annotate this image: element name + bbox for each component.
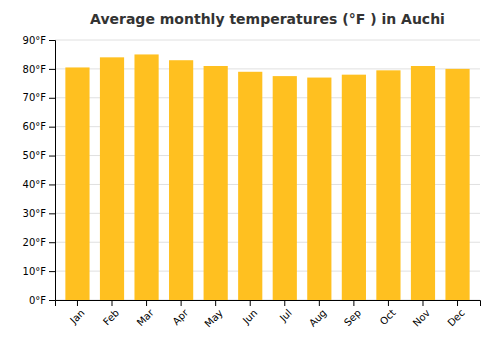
y-tick-label: 40°F xyxy=(23,179,47,190)
x-tick-mark xyxy=(284,300,285,306)
x-tick: Jun xyxy=(240,300,260,327)
x-tick: Sep xyxy=(342,300,363,328)
x-axis: Jan Feb Mar Apr May Jun Jul Aug Sep Oct Nov Dec xyxy=(56,300,481,329)
x-tick: Jul xyxy=(277,300,294,324)
y-tick: 60°F xyxy=(23,121,55,132)
bar xyxy=(100,57,124,300)
x-tick-mark xyxy=(181,300,182,306)
bar xyxy=(307,78,331,300)
x-tick-label: Jan xyxy=(67,307,86,326)
y-tick-mark xyxy=(49,213,55,214)
x-tick-label: Oct xyxy=(378,307,398,327)
x-tick: Jan xyxy=(67,300,86,326)
y-tick: 50°F xyxy=(23,150,55,161)
plot: Jan Feb Mar Apr May Jun Jul Aug Sep Oct Nov Dec 0°F 1… xyxy=(23,35,481,330)
bar xyxy=(411,66,435,300)
bar xyxy=(238,72,262,300)
y-tick: 0°F xyxy=(29,295,55,306)
y-tick-label: 60°F xyxy=(23,121,47,132)
x-tick-mark xyxy=(146,300,147,306)
y-tick-mark xyxy=(49,242,55,243)
grid-line xyxy=(55,40,480,41)
bar xyxy=(65,67,89,300)
bar xyxy=(134,54,158,300)
x-tick-mark xyxy=(215,300,216,306)
x-tick-label: Jun xyxy=(240,307,260,327)
y-tick-mark xyxy=(49,127,55,128)
x-tick: Apr xyxy=(170,300,191,327)
bar xyxy=(169,60,193,300)
y-tick: 20°F xyxy=(23,237,55,248)
x-tick-label: Nov xyxy=(411,307,433,329)
x-tick-label: May xyxy=(202,307,224,329)
chart: Jan Feb Mar Apr May Jun Jul Aug Sep Oct Nov Dec 0°F 1… xyxy=(0,0,500,350)
x-tick: Feb xyxy=(101,300,121,327)
x-tick-mark xyxy=(319,300,320,306)
y-tick-mark xyxy=(49,69,55,70)
bar xyxy=(204,66,228,300)
y-tick-label: 30°F xyxy=(23,208,47,219)
y-tick: 40°F xyxy=(23,179,55,190)
x-tick: Dec xyxy=(445,300,466,329)
x-tick-label: Sep xyxy=(342,307,363,328)
y-tick-mark xyxy=(49,156,55,157)
y-tick-mark xyxy=(49,271,55,272)
x-tick-mark xyxy=(112,300,113,306)
x-tick-label: Aug xyxy=(307,307,329,329)
y-tick-label: 80°F xyxy=(23,64,47,75)
y-axis: 0°F 10°F 20°F 30°F 40°F 50°F 60°F 70°F 80°F 90°F xyxy=(23,35,56,306)
y-tick: 30°F xyxy=(23,208,55,219)
x-axis-line xyxy=(56,301,481,307)
y-tick: 10°F xyxy=(23,266,55,277)
y-tick-label: 10°F xyxy=(23,266,47,277)
grid xyxy=(55,40,480,300)
x-tick: Oct xyxy=(378,300,398,327)
bar xyxy=(342,75,366,300)
y-tick-label: 90°F xyxy=(23,35,47,46)
y-tick-label: 20°F xyxy=(23,237,47,248)
x-tick-mark xyxy=(388,300,389,306)
x-tick-label: Apr xyxy=(170,306,191,327)
x-tick-label: Dec xyxy=(445,307,466,328)
bar xyxy=(445,69,469,300)
y-tick-mark xyxy=(49,300,55,301)
x-tick-label: Feb xyxy=(101,307,121,327)
x-tick-mark xyxy=(457,300,458,306)
y-tick-label: 50°F xyxy=(23,150,47,161)
y-tick: 90°F xyxy=(23,35,55,46)
y-tick-label: 70°F xyxy=(23,92,47,103)
x-tick: Aug xyxy=(307,300,329,329)
x-tick: May xyxy=(202,300,224,329)
bars xyxy=(65,54,469,300)
x-tick: Nov xyxy=(411,300,433,329)
y-tick: 80°F xyxy=(23,64,55,75)
y-tick-mark xyxy=(49,40,55,41)
y-tick-label: 0°F xyxy=(29,295,46,306)
title: Average monthly temperatures (°F ) in Au… xyxy=(90,11,445,27)
bar xyxy=(273,76,297,300)
y-tick-mark xyxy=(49,98,55,99)
x-tick-mark xyxy=(353,300,354,306)
y-tick: 70°F xyxy=(23,92,55,103)
x-tick-mark xyxy=(250,300,251,306)
y-axis-line xyxy=(49,41,56,301)
y-tick-mark xyxy=(49,184,55,185)
x-tick-mark xyxy=(422,300,423,306)
x-tick-label: Mar xyxy=(135,306,157,328)
x-tick: Mar xyxy=(135,300,157,328)
x-tick-mark xyxy=(77,300,78,306)
bar xyxy=(376,70,400,300)
x-tick-label: Jul xyxy=(277,307,294,324)
